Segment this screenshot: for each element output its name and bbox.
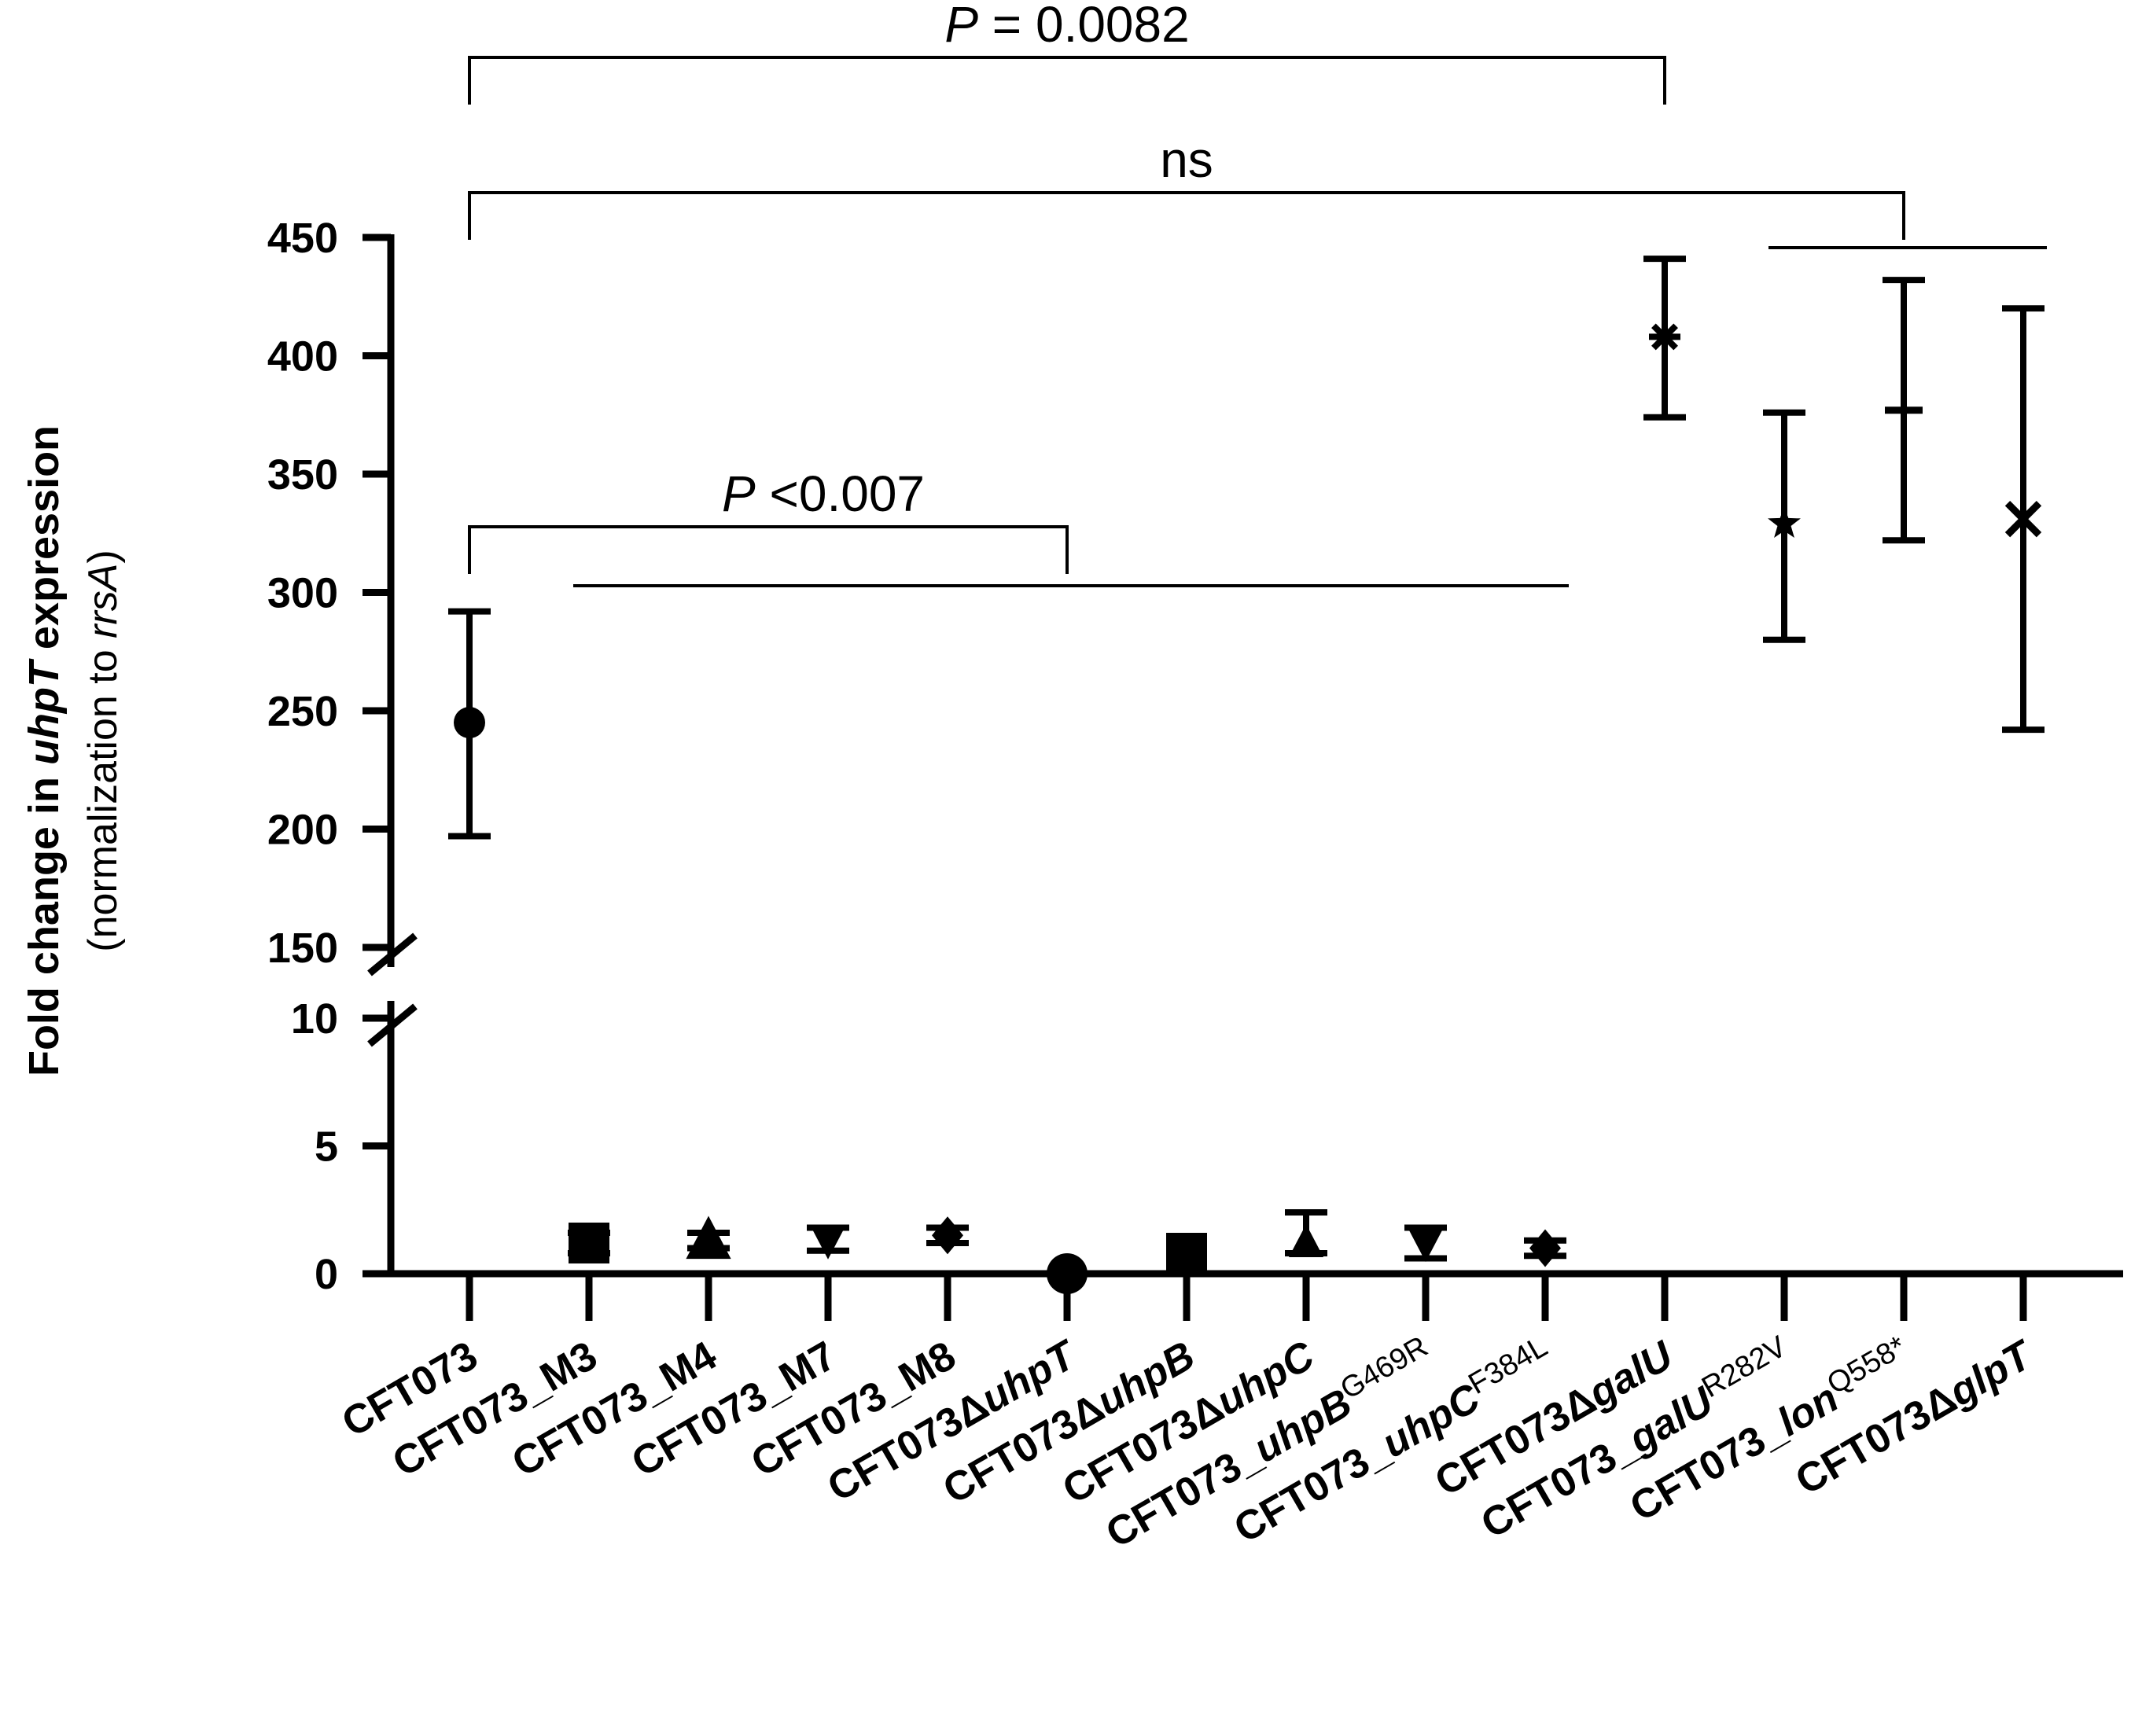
data-point [686,1216,731,1260]
significance-label-part: ns [1160,131,1213,188]
data-point [1285,1209,1327,1257]
data-point [1166,1233,1207,1274]
y-tick-label: 350 [267,451,338,498]
axis-break-mark-upper [367,932,418,977]
y-axis-label: Fold change in uhpT expression (normaliza… [20,425,126,1076]
significance-label: ns [1160,131,1213,188]
data-point [1643,256,1686,421]
data-point [1047,1253,1088,1294]
data-point [1524,1229,1566,1267]
y-axis-label-line2: (normalization to rrsA) [80,550,126,952]
marker-circle [1047,1253,1088,1294]
y-tick-label: 200 [267,807,338,854]
marker-square [1166,1233,1207,1274]
significance-bracket [468,525,1069,574]
data-point [926,1216,969,1255]
marker-x [2004,501,2042,538]
y-axis-label-line1-part: expression [20,425,68,661]
marker-square [569,1223,609,1263]
marker-asterisk [1651,323,1678,351]
marker-triangle-down [1408,1229,1443,1262]
axis-break-mark-lower [367,1003,418,1047]
y-tick-label: 5 [315,1124,338,1171]
significance-label: P = 0.0082 [944,0,1189,53]
y-tick-label: 250 [267,688,338,735]
data-markers [448,256,2045,1294]
significance-label-part: = 0.0082 [978,0,1190,53]
y-tick-label: 0 [315,1251,338,1298]
significance-label-part: P [722,465,756,522]
marker-triangle-down [811,1226,845,1260]
data-point [807,1224,849,1260]
marker-diamond [1529,1229,1561,1267]
y-tick-label: 300 [267,570,338,617]
y-axis-label-line2-part: ) [80,550,126,563]
data-point [1404,1224,1447,1262]
y-axis-label-line1-part: Fold change in [20,765,68,1076]
y-axis-label-line1-part: uhpT [20,658,68,765]
data-point [568,1223,610,1263]
data-point [1763,409,1805,643]
y-axis-ticks: 0 5 10 150 200 250 300 350 400 450 [267,215,391,1298]
x-category-label-part: R282V [1696,1330,1792,1404]
y-tick-label: 150 [267,925,338,972]
significance-label: P <0.007 [722,465,925,522]
y-tick-label: 10 [291,995,338,1043]
marker-triangle [686,1216,731,1260]
marker-diamond [932,1216,963,1255]
y-axis-label-line1: Fold change in uhpT expression [20,425,68,1076]
significance-label-part: <0.007 [756,465,925,522]
marker-triangle [1289,1224,1323,1257]
axes [367,234,2123,1278]
x-category-label-part: F384L [1463,1330,1553,1401]
y-tick-label: 450 [267,215,338,262]
marker-circle [454,707,485,739]
x-category-label-part: Q558* [1822,1330,1912,1401]
data-point [1883,277,1925,544]
significance-label-part: P [944,0,978,53]
x-category-label-part: G469R [1335,1330,1434,1407]
significance-annotations: P = 0.0082 ns P <0.007 [468,0,2047,587]
marker-star [1768,506,1801,539]
significance-bracket [468,56,1666,105]
y-axis-label-line2-part: rrsA [80,564,126,638]
y-tick-label: 400 [267,333,338,381]
significance-bracket [468,191,1905,240]
y-axis-label-line2-part: (normalization to [80,638,126,952]
data-point [448,608,491,840]
x-axis-ticks: CFT073CFT073_M3CFT073_M4CFT073_M7CFT073_… [334,1274,2042,1557]
data-point [2002,305,2045,734]
